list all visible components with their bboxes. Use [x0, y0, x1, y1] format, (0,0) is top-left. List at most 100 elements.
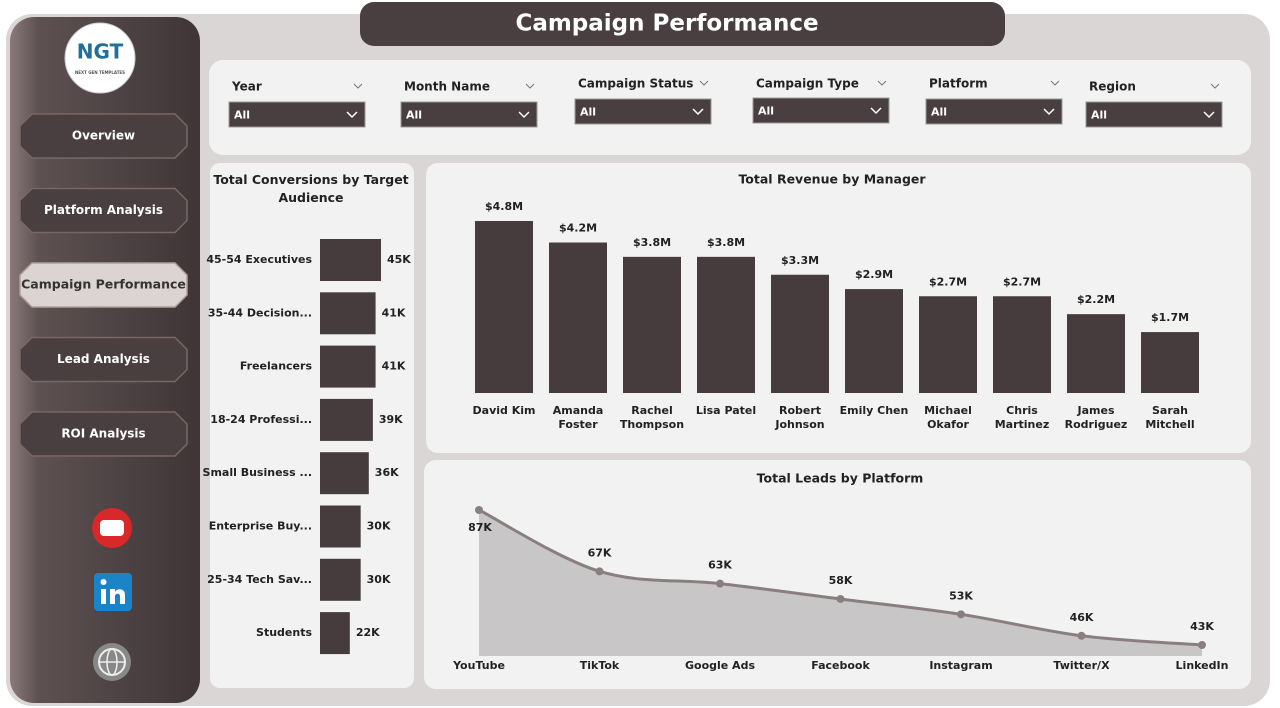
category-label: Twitter/X [1053, 659, 1110, 672]
category-label: 35-44 Decision... [208, 306, 312, 319]
bar [993, 296, 1051, 393]
bar [320, 292, 376, 335]
category-label: Freelancers [240, 360, 313, 373]
bar [623, 256, 681, 393]
bar [320, 398, 373, 441]
bar [320, 452, 369, 495]
point [716, 579, 724, 588]
chart-title: Total Conversions by Target Audience [213, 172, 408, 205]
filter-dropdown[interactable] [228, 101, 366, 128]
bar [697, 256, 755, 393]
category-label: Robert Johnson [774, 404, 824, 431]
filter-value[interactable]: All [931, 106, 947, 119]
category-label: Emily Chen [840, 404, 909, 417]
nav-label[interactable]: Lead Analysis [57, 352, 150, 366]
logo-mark: NGT [77, 40, 124, 64]
category-label: 18-24 Professi... [210, 413, 312, 426]
point [1077, 631, 1086, 640]
filter-dropdown[interactable] [400, 101, 538, 128]
nav-button[interactable] [19, 336, 188, 383]
category-label: Google Ads [685, 659, 755, 672]
data-label: $2.7M [929, 275, 967, 288]
point [475, 506, 483, 514]
point [836, 594, 845, 603]
bar [320, 612, 350, 655]
data-label: 41K [382, 306, 406, 319]
filter-chevron [877, 80, 887, 86]
filter-label: Campaign Status [578, 77, 693, 91]
data-label: 39K [379, 413, 403, 426]
filter-chevron [699, 80, 709, 86]
point [957, 610, 965, 619]
category-label: YouTube [452, 659, 505, 672]
data-label: $3.8M [707, 236, 745, 249]
category-label: 25-34 Tech Sav... [207, 573, 312, 586]
data-label: 58K [829, 574, 853, 587]
category-label: 45-54 Executives [206, 253, 312, 266]
bar [549, 242, 607, 393]
category-label: LinkedIn [1176, 659, 1229, 672]
bar [320, 558, 361, 601]
data-label: 87K [468, 521, 492, 534]
filter-dropdown[interactable] [752, 97, 890, 124]
filter-chevron [1210, 83, 1220, 89]
filter-chevron [1050, 80, 1060, 86]
category-label: David Kim [473, 404, 536, 417]
data-label: 63K [708, 559, 732, 572]
filter-dropdown[interactable] [1085, 101, 1223, 128]
data-label: 22K [356, 626, 380, 639]
category-label: Enterprise Buy... [209, 520, 312, 533]
category-label: Chris Martinez [995, 404, 1050, 431]
data-label: 43K [1190, 620, 1214, 633]
filter-label: Month Name [404, 80, 490, 94]
filter-value[interactable]: All [406, 109, 422, 122]
nav-label[interactable]: ROI Analysis [61, 427, 145, 441]
chart-title: Total Leads by Platform [757, 471, 924, 486]
data-label: $3.3M [781, 254, 819, 267]
logo-tagline: NEXT GEN TEMPLATES [75, 70, 125, 75]
nav-button[interactable] [19, 187, 188, 234]
nav-button[interactable] [19, 113, 188, 159]
filter-dropdown[interactable] [925, 98, 1063, 125]
bar [320, 345, 376, 388]
nav-button[interactable] [19, 411, 188, 457]
bar [475, 221, 533, 393]
title-tab [360, 2, 1005, 46]
data-label: 30K [367, 573, 391, 586]
data-label: $4.2M [559, 222, 597, 235]
page-title: Campaign Performance [515, 11, 818, 37]
filter-value[interactable]: All [234, 109, 250, 122]
dropdown-chevron [692, 108, 704, 116]
data-label: 46K [1070, 611, 1094, 624]
nav-label[interactable]: Overview [72, 129, 135, 143]
filter-value[interactable]: All [580, 106, 596, 119]
data-label: 45K [387, 253, 411, 266]
data-label: 41K [382, 360, 406, 373]
filter-dropdown[interactable] [574, 98, 712, 125]
bar [1067, 314, 1125, 393]
category-label: Instagram [929, 659, 992, 672]
filter-value[interactable]: All [758, 105, 774, 118]
category-label: Students [256, 626, 312, 639]
dropdown-chevron [346, 111, 358, 119]
category-label: Facebook [811, 659, 870, 672]
data-label: $4.8M [485, 200, 523, 213]
nav-label[interactable]: Campaign Performance [21, 277, 186, 292]
filter-label: Platform [929, 77, 988, 91]
data-label: 53K [949, 589, 973, 602]
nav-button[interactable] [19, 262, 188, 308]
youtube-icon [92, 508, 132, 548]
filter-panel [209, 60, 1251, 155]
dropdown-chevron [870, 107, 882, 115]
category-label: TikTok [580, 659, 620, 672]
filter-chevron [353, 83, 363, 89]
category-label: Rachel Thompson [620, 404, 684, 431]
category-label: Amanda Foster [553, 404, 604, 431]
category-label: James Rodriguez [1065, 404, 1128, 431]
category-label: Michael Okafor [924, 404, 972, 431]
filter-value[interactable]: All [1091, 109, 1107, 122]
dropdown-chevron [1203, 111, 1215, 119]
nav-label[interactable]: Platform Analysis [44, 203, 163, 217]
category-label: Small Business ... [203, 466, 312, 479]
